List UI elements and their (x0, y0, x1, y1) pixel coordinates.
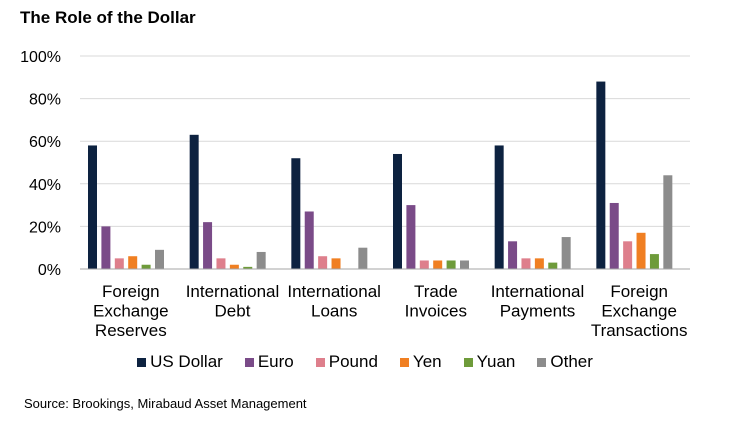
legend-item: Euro (244, 352, 294, 372)
bar (393, 153, 402, 269)
y-tick-label: 60% (29, 134, 61, 151)
bar (331, 258, 341, 269)
bar (304, 211, 314, 269)
bar (561, 237, 571, 269)
legend: US Dollar Euro Pound Yen Yuan Other (0, 352, 730, 372)
bar (318, 256, 328, 269)
x-tick-label: Foreign Exchange Reserves (93, 282, 169, 340)
bar (358, 247, 368, 269)
y-tick-label: 40% (29, 177, 61, 194)
legend-item: US Dollar (137, 352, 223, 372)
bar (141, 264, 151, 269)
legend-label: Yuan (476, 352, 516, 371)
bar (446, 260, 456, 269)
bar (189, 134, 199, 269)
x-tick-label: International Payments (491, 282, 585, 321)
bar (460, 260, 469, 269)
bar (291, 158, 301, 269)
legend-swatch (244, 357, 254, 367)
legend-label: US Dollar (150, 352, 223, 371)
source-note: Source: Brookings, Mirabaud Asset Manage… (24, 396, 307, 411)
bar (203, 222, 213, 269)
legend-label: Euro (257, 352, 294, 371)
bar (596, 81, 606, 269)
legend-item: Pound (315, 352, 378, 372)
bar (216, 258, 226, 269)
bar (406, 205, 416, 269)
legend-label: Pound (328, 352, 378, 371)
bar (155, 249, 164, 269)
legend-label: Yen (412, 352, 442, 371)
bar (508, 241, 518, 269)
bar (128, 256, 138, 269)
legend-item: Yuan (463, 352, 516, 372)
bar (229, 264, 239, 269)
bar (663, 175, 673, 269)
bar (649, 254, 659, 269)
bar (521, 258, 531, 269)
legend-swatch (399, 357, 409, 367)
x-tick-label: Foreign Exchange Transactions (591, 282, 688, 340)
bar (623, 241, 633, 269)
x-tick-label: International Debt (186, 282, 280, 321)
bar (243, 266, 253, 269)
y-tick-label: 20% (29, 219, 61, 236)
gridlines (80, 55, 690, 227)
bar (101, 226, 111, 269)
bar (114, 258, 124, 269)
legend-swatch (463, 357, 473, 367)
bar (494, 145, 504, 269)
y-tick-label: 0% (38, 262, 61, 279)
legend-item: Yen (399, 352, 442, 372)
x-tick-label: Trade Invoices (405, 282, 467, 321)
legend-swatch (315, 357, 325, 367)
bar (88, 145, 97, 269)
chart-title: The Role of the Dollar (20, 8, 196, 27)
y-tick-label: 80% (29, 92, 61, 109)
bar (419, 260, 429, 269)
legend-label: Other (550, 352, 593, 371)
bars (88, 81, 673, 269)
bar (256, 251, 266, 269)
y-tick-label: 100% (20, 49, 61, 66)
x-tick-label: International Loans (287, 282, 381, 321)
bar (548, 262, 558, 269)
bar (636, 232, 646, 269)
bar (433, 260, 443, 269)
axes: 0% 20% 40% 60% 80% 100% Foreign Exchange Reserve… (20, 49, 690, 340)
legend-swatch (137, 357, 147, 367)
legend-swatch (537, 357, 547, 367)
bar (534, 258, 544, 269)
legend-item: Other (537, 352, 593, 372)
bar (609, 202, 619, 269)
